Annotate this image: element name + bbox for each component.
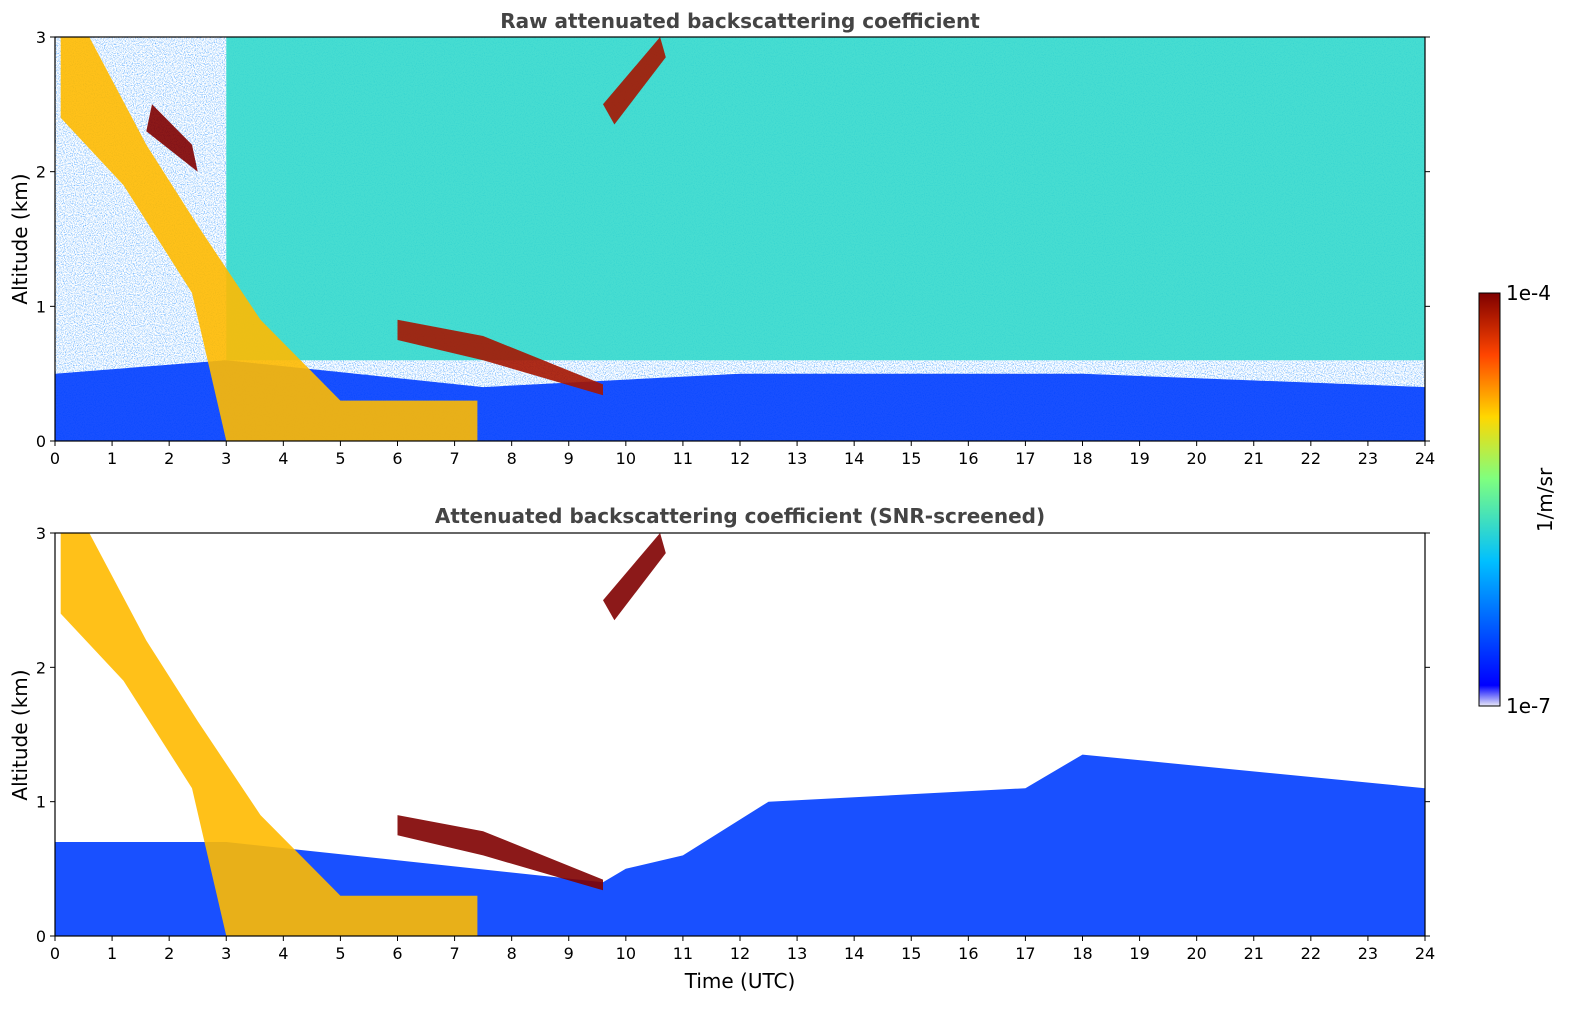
x-axis: 0 1 2 3 4 5 6 7 8 9 10 11 12 13 14 15 16 17 18 19 20 21 22 23 24 [50,936,1435,963]
x-axis-label: Time (UTC) [684,969,796,993]
y-tick-label: 2 [36,163,46,182]
y-tick-label: 2 [36,658,46,677]
x-tick-label: 8 [507,449,517,468]
y-tick-label: 0 [36,432,46,451]
heatmap-region [397,815,603,891]
x-tick-label: 1 [107,944,117,963]
x-tick-label: 0 [50,449,60,468]
y-tick-label: 3 [36,28,46,47]
x-tick-label: 13 [787,449,807,468]
x-tick-label: 6 [392,449,402,468]
x-tick-label: 22 [1301,944,1321,963]
x-axis: 0 1 2 3 4 5 6 7 8 9 10 11 12 13 14 15 16 17 18 19 20 21 22 23 24 [50,441,1435,468]
colorbar-gradient [1478,292,1501,707]
x-tick-label: 10 [616,944,636,963]
y-tick-label: 0 [36,927,46,946]
x-tick-label: 16 [958,449,978,468]
y-axis: 0 1 2 3 [36,524,1430,946]
x-tick-label: 15 [901,449,921,468]
x-tick-label: 10 [616,449,636,468]
x-tick-label: 14 [844,449,864,468]
x-tick-label: 18 [1072,449,1092,468]
x-tick-label: 23 [1358,449,1378,468]
x-tick-label: 0 [50,944,60,963]
x-tick-label: 11 [673,944,693,963]
x-tick-label: 7 [449,449,459,468]
heatmap-region [60,533,478,936]
colorbar-min-label: 1e-7 [1506,694,1551,718]
x-tick-label: 15 [901,944,921,963]
y-tick-label: 3 [36,524,46,543]
x-tick-label: 23 [1358,944,1378,963]
panel-raw: Raw attenuated backscattering coefficien… [8,9,1435,468]
x-tick-label: 8 [507,944,517,963]
x-tick-label: 14 [844,944,864,963]
x-tick-label: 7 [449,944,459,963]
x-tick-label: 17 [1015,944,1035,963]
x-tick-label: 24 [1415,944,1435,963]
heatmap-region [146,104,198,172]
x-tick-label: 19 [1129,449,1149,468]
y-axis-label: Altitude (km) [8,173,32,304]
panel-screened: Attenuated backscattering coefficient (S… [8,504,1435,993]
plot-area [55,533,1425,936]
x-tick-label: 16 [958,944,978,963]
x-tick-label: 22 [1301,449,1321,468]
x-tick-label: 5 [335,449,345,468]
x-tick-label: 19 [1129,944,1149,963]
x-tick-label: 3 [221,449,231,468]
x-tick-label: 4 [278,944,288,963]
x-tick-label: 13 [787,944,807,963]
x-tick-label: 4 [278,449,288,468]
y-tick-label: 1 [36,793,46,812]
y-axis: 0 1 2 3 [36,28,1430,451]
y-tick-label: 1 [36,297,46,316]
x-tick-label: 3 [221,944,231,963]
x-tick-label: 12 [730,944,750,963]
x-tick-label: 12 [730,449,750,468]
chart-title: Raw attenuated backscattering coefficien… [500,9,980,33]
heatmap-region [603,37,666,125]
heatmap-region [397,319,603,396]
x-tick-label: 2 [164,449,174,468]
x-tick-label: 18 [1072,944,1092,963]
x-tick-label: 21 [1244,944,1264,963]
x-tick-label: 21 [1244,449,1264,468]
plot-area [55,37,1425,441]
colorbar: 1e-4 1e-7 1/m/sr [1478,281,1557,718]
heatmap-region [603,533,666,621]
x-tick-label: 20 [1186,449,1206,468]
heatmap-region [226,37,1425,361]
x-tick-label: 20 [1186,944,1206,963]
colorbar-unit-label: 1/m/sr [1533,467,1557,532]
chart-title: Attenuated backscattering coefficient (S… [435,504,1045,528]
heatmap-region [55,754,1425,936]
heatmap-region [60,37,478,441]
x-tick-label: 11 [673,449,693,468]
x-tick-label: 9 [564,944,574,963]
x-tick-label: 24 [1415,449,1435,468]
colorbar-max-label: 1e-4 [1506,281,1551,305]
x-tick-label: 1 [107,449,117,468]
x-tick-label: 9 [564,449,574,468]
x-tick-label: 6 [392,944,402,963]
y-axis-label: Altitude (km) [8,669,32,800]
x-tick-label: 2 [164,944,174,963]
x-tick-label: 17 [1015,449,1035,468]
x-tick-label: 5 [335,944,345,963]
